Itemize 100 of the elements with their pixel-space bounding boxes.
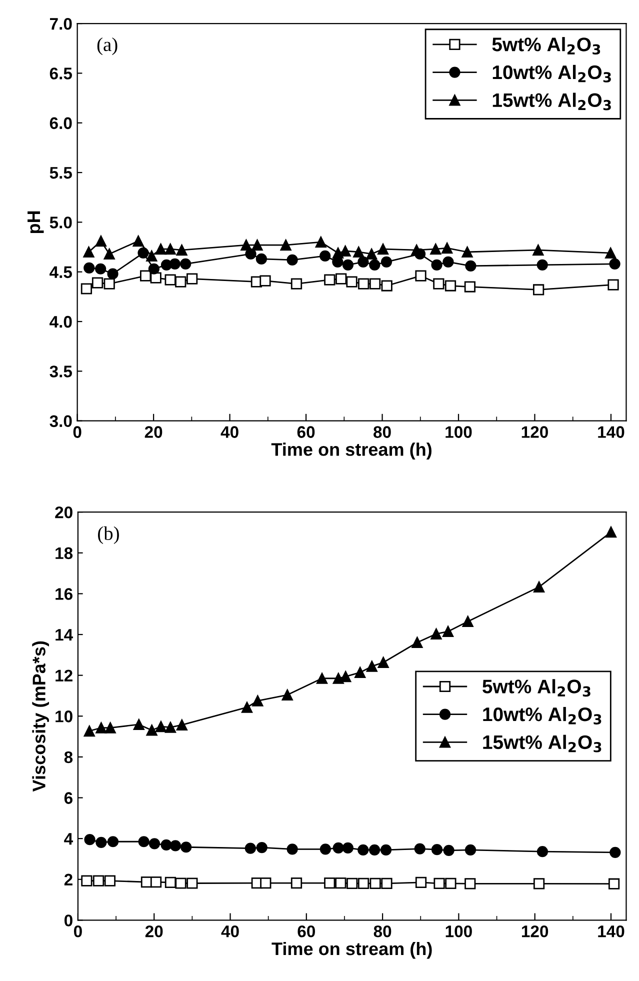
point (430, 628, 442, 640)
point (107, 268, 118, 280)
y-tick-label: 5.5 (50, 167, 72, 179)
point (286, 844, 298, 855)
point (533, 581, 545, 593)
point (92, 875, 104, 886)
point (170, 840, 181, 852)
point (286, 254, 298, 266)
point (96, 836, 107, 848)
point (84, 262, 95, 274)
point (104, 248, 115, 260)
point (442, 626, 454, 638)
point (95, 236, 107, 247)
y-tick-label: 18 (56, 547, 73, 560)
point (380, 256, 392, 268)
point (336, 273, 347, 284)
point (605, 247, 616, 259)
y-tick-label: 4 (64, 833, 74, 845)
legend-label: 10wt% Al$_{2}$O$_{3}$ (492, 64, 611, 82)
point (84, 725, 95, 737)
x-tick-label: 20 (145, 925, 163, 938)
point (92, 277, 104, 288)
y-tick-label: 20 (55, 506, 72, 518)
point (380, 844, 392, 856)
point (84, 834, 96, 846)
point (342, 259, 354, 270)
point (608, 279, 619, 290)
point (366, 248, 378, 260)
point (256, 842, 268, 854)
point (609, 258, 620, 270)
y-tick-label: 4.5 (50, 266, 72, 278)
y-tick-label: 4.0 (50, 316, 72, 328)
point (186, 273, 198, 284)
point (354, 666, 366, 678)
point (340, 670, 352, 682)
point (444, 280, 456, 292)
point (335, 877, 346, 889)
point (155, 720, 167, 732)
point (133, 718, 144, 730)
x-tick-label: 80 (374, 925, 392, 938)
point (164, 722, 176, 733)
point (104, 875, 116, 886)
point (138, 247, 149, 259)
point (146, 724, 158, 736)
point (443, 844, 454, 856)
point (160, 839, 172, 850)
point (150, 876, 162, 888)
y-tick-label: 10 (56, 710, 72, 722)
point (164, 876, 176, 888)
y-tick-label: 3.0 (50, 415, 72, 428)
point (358, 256, 369, 268)
legend-label: 5wt% Al$_{2}$O$_{3}$ (482, 679, 590, 697)
point (290, 278, 302, 290)
point (532, 284, 544, 296)
point (241, 702, 253, 713)
point (176, 719, 188, 730)
y-tick-label: 16 (56, 588, 72, 600)
legend-label: 15wt% Al$_{2}$O$_{3}$ (492, 92, 611, 110)
y-tick-label: 5.0 (50, 216, 72, 228)
point (610, 846, 621, 858)
point (536, 259, 548, 270)
point (533, 878, 545, 890)
point (320, 250, 331, 262)
point (378, 656, 389, 668)
point (316, 672, 328, 684)
point (320, 844, 331, 855)
y-tick-label: 6.5 (50, 68, 72, 80)
point (146, 250, 158, 262)
point (155, 243, 166, 255)
point (324, 274, 336, 286)
point (381, 280, 392, 292)
point (83, 246, 94, 258)
point (252, 695, 264, 706)
point (464, 281, 476, 292)
point (315, 236, 326, 248)
point (332, 842, 344, 854)
point (442, 256, 454, 268)
point (132, 236, 144, 247)
annotation: (b) (98, 526, 119, 544)
point (445, 878, 456, 890)
x-tick-label: 40 (221, 925, 239, 938)
point (442, 242, 453, 254)
point (340, 245, 351, 257)
point (532, 244, 544, 256)
point (180, 842, 192, 853)
point (353, 246, 364, 258)
y-tick-label: 6.0 (50, 117, 72, 130)
point (140, 270, 152, 282)
point (256, 253, 267, 265)
point (104, 278, 115, 290)
x-axis-title: Time on stream (h) (272, 942, 432, 959)
x-tick-label: 40 (220, 426, 238, 438)
point (169, 258, 180, 270)
x-tick-label: 0 (73, 426, 82, 438)
point (415, 270, 426, 282)
x-tick-label: 100 (446, 925, 472, 938)
y-tick-label: 0 (64, 914, 72, 926)
point (369, 259, 380, 270)
point (252, 239, 263, 251)
point (96, 722, 107, 734)
